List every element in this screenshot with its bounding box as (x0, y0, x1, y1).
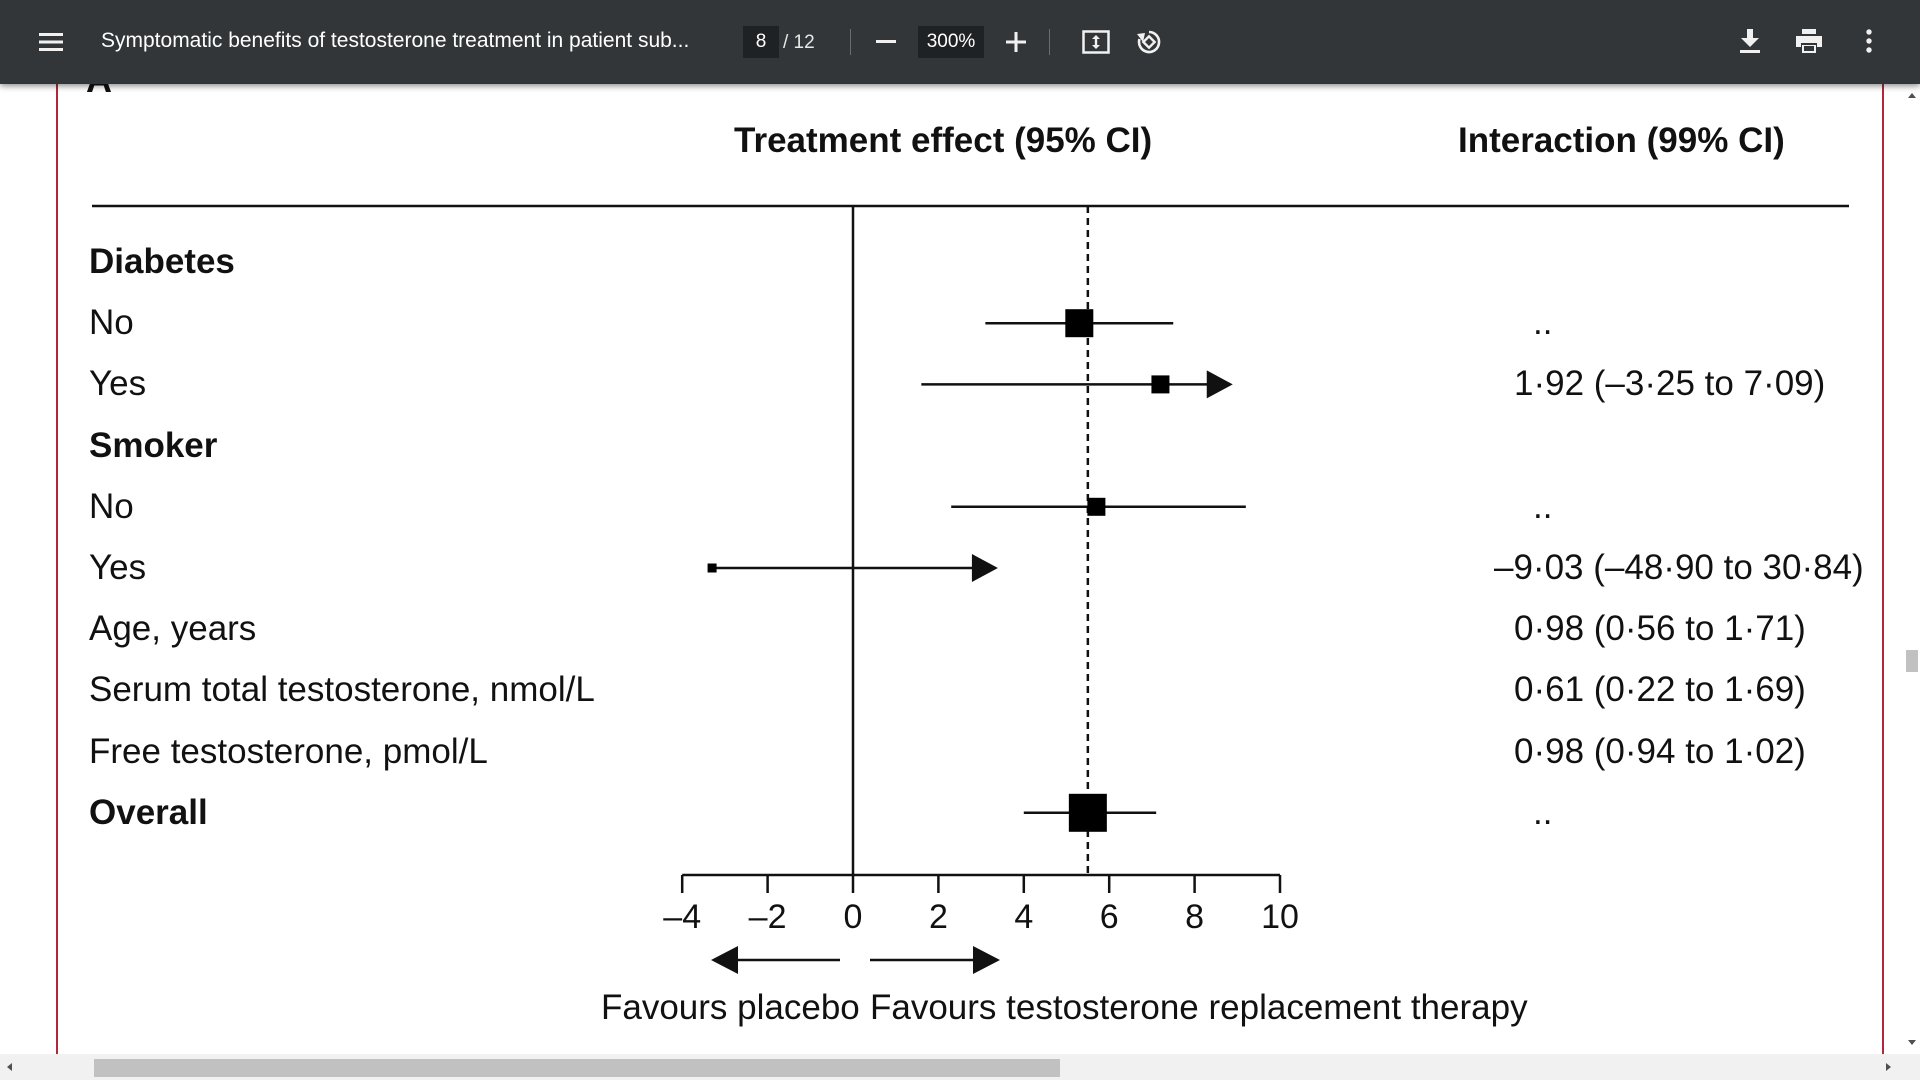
interaction-value: –9·03 (–48·90 to 30·84) (1494, 548, 1864, 587)
interaction-value: .. (1533, 792, 1553, 832)
x-tick-label: 0 (844, 898, 863, 936)
point-estimate-marker (1068, 793, 1107, 832)
scroll-up-arrow-icon[interactable] (1904, 88, 1920, 104)
point-estimate-marker (1065, 309, 1094, 338)
header-treatment-effect: Treatment effect (95% CI) (734, 121, 1153, 160)
ci-arrowhead (1206, 370, 1233, 399)
interaction-value: 0·98 (0·94 to 1·02) (1514, 731, 1806, 771)
ci-arrowhead (971, 554, 998, 582)
favours-placebo-label: Favours placebo (601, 988, 860, 1027)
page-border-left (56, 84, 58, 1054)
pdf-toolbar: Symptomatic benefits of testosterone tre… (0, 0, 1920, 84)
minus-icon (876, 40, 896, 43)
horizontal-scroll-thumb[interactable] (94, 1059, 1060, 1077)
x-tick-label: –2 (749, 898, 787, 936)
scroll-left-arrow-icon[interactable] (2, 1059, 18, 1075)
document-viewer[interactable] (0, 84, 1920, 1080)
zoom-out-button[interactable] (870, 26, 902, 58)
document-title: Symptomatic benefits of testosterone tre… (101, 29, 690, 52)
header-interaction: Interaction (99% CI) (1458, 121, 1785, 160)
row-label: Yes (89, 548, 147, 587)
row-label: Age, years (89, 609, 257, 649)
row-label: Free testosterone, pmol/L (89, 731, 488, 771)
point-estimate-marker (707, 563, 717, 573)
row-label: Overall (89, 792, 208, 832)
row-label: No (89, 486, 134, 526)
toolbar-separator (850, 29, 851, 55)
zoom-in-button[interactable] (1000, 26, 1032, 58)
vertical-scroll-thumb[interactable] (1906, 650, 1918, 672)
fit-page-button[interactable] (1080, 26, 1112, 58)
point-estimate-marker (1151, 375, 1170, 394)
row-label: No (89, 303, 134, 343)
row-label: Serum total testosterone, nmol/L (89, 670, 595, 710)
toolbar-separator (1049, 29, 1050, 55)
page-number-input[interactable] (743, 26, 779, 58)
horizontal-scrollbar[interactable] (0, 1054, 1920, 1080)
interaction-value: .. (1533, 486, 1553, 526)
fit-page-icon (1082, 30, 1110, 54)
x-tick-label: 8 (1185, 898, 1204, 936)
x-tick-label: 4 (1014, 898, 1033, 936)
scroll-down-arrow-icon[interactable] (1904, 1034, 1920, 1050)
zoom-input[interactable] (918, 26, 984, 58)
x-tick-label: 10 (1261, 898, 1299, 936)
page-total: / 12 (783, 32, 815, 53)
x-tick-label: 6 (1100, 898, 1119, 936)
x-tick-label: –4 (663, 898, 701, 936)
download-icon (1740, 29, 1760, 53)
vertical-scrollbar[interactable] (1904, 84, 1920, 1054)
scroll-right-arrow-icon[interactable] (1880, 1059, 1896, 1075)
interaction-value: 0·61 (0·22 to 1·69) (1514, 670, 1806, 710)
hamburger-menu-icon[interactable] (34, 26, 68, 58)
point-estimate-marker (1087, 497, 1106, 516)
row-label: Diabetes (89, 242, 235, 281)
favours-placebo-arrowhead (711, 946, 738, 974)
row-label: Smoker (89, 425, 218, 465)
page-border-right (1882, 84, 1884, 1054)
x-tick-label: 2 (929, 898, 948, 936)
more-vert-icon (1866, 29, 1872, 53)
interaction-value: 1·92 (–3·25 to 7·09) (1514, 364, 1826, 404)
more-options-button[interactable] (1852, 24, 1886, 58)
download-button[interactable] (1733, 24, 1767, 58)
rotate-button[interactable] (1133, 26, 1165, 58)
interaction-value: 0·98 (0·56 to 1·71) (1514, 609, 1806, 649)
rotate-icon (1137, 30, 1161, 54)
plus-icon (1006, 32, 1026, 52)
print-button[interactable] (1792, 24, 1826, 58)
favours-trt-label: Favours testosterone replacement therapy (870, 988, 1528, 1027)
row-label: Yes (89, 364, 147, 404)
interaction-value: .. (1533, 303, 1553, 343)
print-icon (1796, 29, 1822, 53)
favours-trt-arrowhead (973, 946, 1000, 974)
